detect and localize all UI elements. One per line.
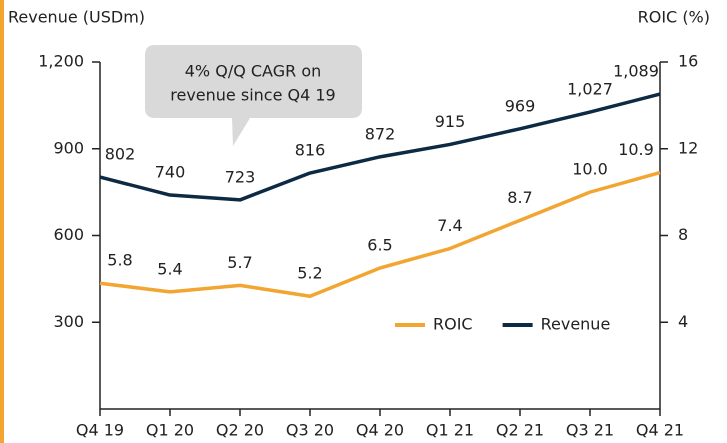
y-tick-label: 900 [53,138,84,157]
y2-tick-label: 12 [678,138,698,157]
y2-tick-label: 4 [678,312,688,331]
data-label: 5.8 [107,251,132,270]
data-label: 10.9 [618,140,654,159]
data-label: 1,027 [567,80,613,99]
accent-bar [0,0,4,443]
callout: 4% Q/Q CAGR on revenue since Q4 19 [145,45,362,146]
callout-box [145,45,362,146]
x-tick-label: Q1 20 [146,421,194,440]
data-label: 816 [295,141,326,160]
series-line [99,170,661,298]
series-line [99,92,661,202]
y2-axis-label: ROIC (%) [638,8,710,27]
x-tick-label: Q4 21 [636,421,684,440]
x-tick-label: Q4 19 [76,421,124,440]
data-label: 915 [435,112,466,131]
y2-tick-label: 8 [678,225,688,244]
x-tick-label: Q1 21 [426,421,474,440]
x-tick-label: Q4 20 [356,421,404,440]
x-tick-label: Q2 21 [496,421,544,440]
data-label: 969 [505,96,536,115]
data-label: 10.0 [572,160,608,179]
annotation: 4% Q/Q CAGR on [185,62,322,81]
data-label: 740 [155,163,186,182]
y-axis-label: Revenue (USDm) [8,8,145,27]
data-label: 872 [365,124,396,143]
annotation: revenue since Q4 19 [170,86,335,105]
legend-label: Revenue [541,315,611,334]
data-label: 5.7 [227,253,252,272]
legend-label: ROIC [433,315,473,334]
y2-tick-label: 16 [678,52,698,71]
data-label: 8.7 [507,188,532,207]
data-label: 1,089 [613,62,659,81]
data-label: 723 [225,167,256,186]
x-tick-label: Q2 20 [216,421,264,440]
data-label: 7.4 [437,216,462,235]
data-label: 802 [105,145,136,164]
data-label: 5.4 [157,259,182,278]
y-tick-label: 1,200 [38,52,84,71]
x-tick-label: Q3 20 [286,421,334,440]
data-label: 5.2 [297,264,322,283]
y-tick-label: 600 [53,225,84,244]
y-tick-label: 300 [53,312,84,331]
x-tick-label: Q3 21 [566,421,614,440]
data-label: 6.5 [367,236,392,255]
